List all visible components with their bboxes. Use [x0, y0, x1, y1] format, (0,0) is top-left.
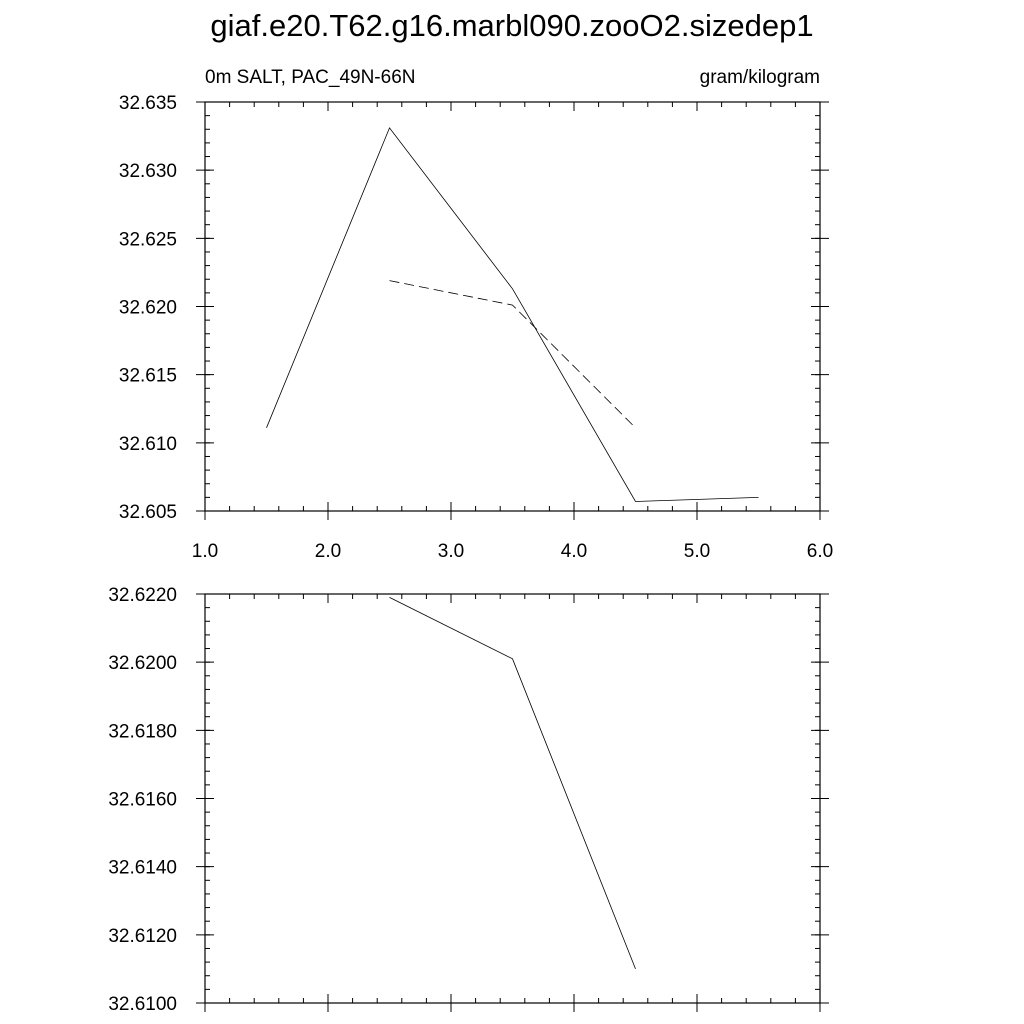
bottom-y-tick-label: 32.6220 [108, 585, 177, 606]
bottom-series-line-1 [389, 597, 636, 970]
top-panel: 0m SALT, PAC_49N-66N gram/kilogram 1.0 2.… [119, 67, 833, 562]
bottom-y-tick-label: 32.6200 [108, 653, 177, 674]
bottom-series-group [389, 597, 636, 970]
bottom-tick-labels: 32.6100 32.6120 32.6140 32.6160 32.6180 32.62… [108, 585, 177, 1015]
top-y-tick-label: 32.620 [119, 298, 177, 319]
top-x-tick-label: 3.0 [438, 541, 464, 562]
figure-title: giaf.e20.T62.g16.marbl090.zooO2.sizedep1 [210, 8, 813, 43]
top-right-label: gram/kilogram [700, 67, 820, 88]
bottom-y-tick-label: 32.6140 [108, 858, 177, 879]
top-y-tick-label: 32.615 [119, 366, 177, 387]
bottom-axis-ticks [196, 593, 829, 1012]
top-x-tick-label: 4.0 [561, 541, 587, 562]
bottom-panel: 32.6100 32.6120 32.6140 32.6160 32.6180 32.62… [108, 585, 829, 1015]
bottom-y-tick-label: 32.6180 [108, 721, 177, 742]
top-y-tick-label: 32.630 [119, 161, 177, 182]
bottom-y-tick-label: 32.6160 [108, 790, 177, 811]
top-x-tick-label: 1.0 [192, 541, 218, 562]
top-x-tick-label: 2.0 [315, 541, 341, 562]
top-left-label: 0m SALT, PAC_49N-66N [205, 67, 416, 88]
top-tick-labels: 1.0 2.0 3.0 4.0 5.0 6.0 32.605 32.610 32.615 32.6… [119, 93, 833, 562]
top-series-group [266, 127, 759, 502]
top-series-line-2 [389, 280, 636, 429]
top-x-tick-label: 5.0 [684, 541, 710, 562]
top-x-tick-label: 6.0 [807, 541, 833, 562]
top-plot-frame [204, 101, 821, 512]
bottom-y-tick-label: 32.6120 [108, 926, 177, 947]
bottom-y-tick-label: 32.6100 [108, 994, 177, 1015]
top-axis-ticks [196, 101, 829, 520]
top-series-line-1 [266, 127, 759, 502]
top-y-tick-label: 32.605 [119, 502, 177, 523]
bottom-plot-frame [204, 593, 821, 1004]
top-y-tick-label: 32.635 [119, 93, 177, 114]
top-y-tick-label: 32.610 [119, 434, 177, 455]
top-y-tick-label: 32.625 [119, 229, 177, 250]
